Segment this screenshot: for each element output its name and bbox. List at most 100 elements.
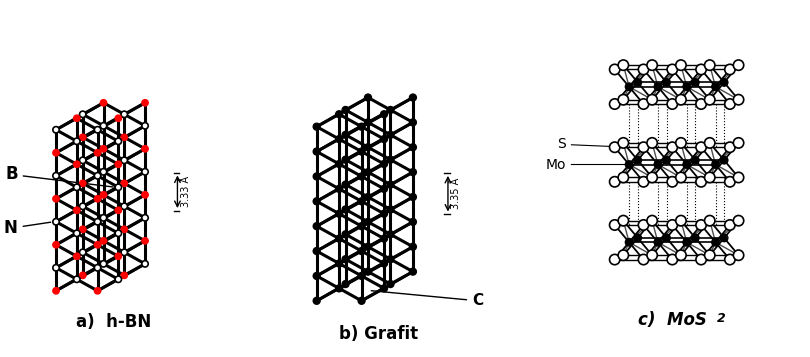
Circle shape [342,256,349,263]
Circle shape [692,156,699,164]
Circle shape [100,261,107,267]
Circle shape [618,60,629,70]
Circle shape [663,234,671,242]
Circle shape [733,216,744,226]
Circle shape [410,193,416,201]
Circle shape [609,177,620,187]
Circle shape [313,148,320,155]
Circle shape [634,79,642,86]
Circle shape [142,192,148,198]
Circle shape [676,60,686,70]
Circle shape [142,100,148,106]
Circle shape [692,79,699,86]
Circle shape [121,180,127,186]
Circle shape [121,226,127,232]
Circle shape [647,250,658,260]
Circle shape [609,99,620,109]
Circle shape [358,248,365,255]
Circle shape [654,161,662,168]
Circle shape [358,148,365,155]
Circle shape [313,248,320,255]
Circle shape [618,216,629,226]
Circle shape [358,123,365,130]
Circle shape [696,64,706,75]
Circle shape [100,169,107,175]
Circle shape [720,156,728,164]
Circle shape [712,83,719,90]
Circle shape [410,268,416,275]
Circle shape [634,156,642,164]
Circle shape [683,238,690,246]
Circle shape [676,216,686,226]
Text: c)  MoS: c) MoS [637,311,707,330]
Circle shape [100,146,107,152]
Circle shape [94,150,100,156]
Circle shape [647,138,658,148]
Circle shape [676,172,686,183]
Circle shape [638,254,649,265]
Circle shape [410,218,416,225]
Circle shape [410,144,416,151]
Circle shape [342,231,349,238]
Circle shape [115,230,122,236]
Circle shape [100,122,107,129]
Circle shape [667,142,677,152]
Circle shape [313,123,320,130]
Circle shape [696,142,706,152]
Circle shape [53,127,59,133]
Circle shape [342,206,349,213]
Circle shape [712,238,719,246]
Circle shape [696,99,706,109]
Circle shape [410,119,416,126]
Circle shape [720,234,728,242]
Circle shape [94,127,100,133]
Circle shape [696,254,706,265]
Circle shape [121,111,127,117]
Circle shape [364,243,372,250]
Circle shape [733,250,744,260]
Circle shape [94,242,100,248]
Circle shape [725,142,735,152]
Circle shape [335,185,343,192]
Circle shape [142,238,148,244]
Circle shape [683,83,690,90]
Circle shape [625,161,633,168]
Circle shape [335,260,343,267]
Circle shape [705,250,715,260]
Circle shape [381,185,387,192]
Circle shape [733,60,744,70]
Circle shape [692,234,699,242]
Text: C: C [371,291,484,308]
Circle shape [121,203,127,210]
Circle shape [676,138,686,148]
Text: S: S [557,137,626,151]
Circle shape [725,254,735,265]
Circle shape [647,172,658,183]
Circle shape [94,172,100,179]
Circle shape [410,243,416,250]
Circle shape [74,161,80,167]
Circle shape [647,216,658,226]
Circle shape [609,64,620,75]
Circle shape [387,181,394,188]
Circle shape [618,95,629,105]
Circle shape [663,156,671,164]
Circle shape [654,83,662,90]
Circle shape [410,169,416,176]
Circle shape [705,60,715,70]
Circle shape [94,265,100,271]
Circle shape [142,169,148,175]
Circle shape [387,206,394,213]
Circle shape [94,288,100,294]
Circle shape [725,99,735,109]
Circle shape [79,272,86,278]
Circle shape [115,184,122,191]
Circle shape [115,207,122,213]
Circle shape [335,161,343,167]
Circle shape [676,95,686,105]
Circle shape [313,198,320,205]
Circle shape [638,64,649,75]
Circle shape [387,256,394,263]
Circle shape [733,172,744,183]
Circle shape [115,276,122,282]
